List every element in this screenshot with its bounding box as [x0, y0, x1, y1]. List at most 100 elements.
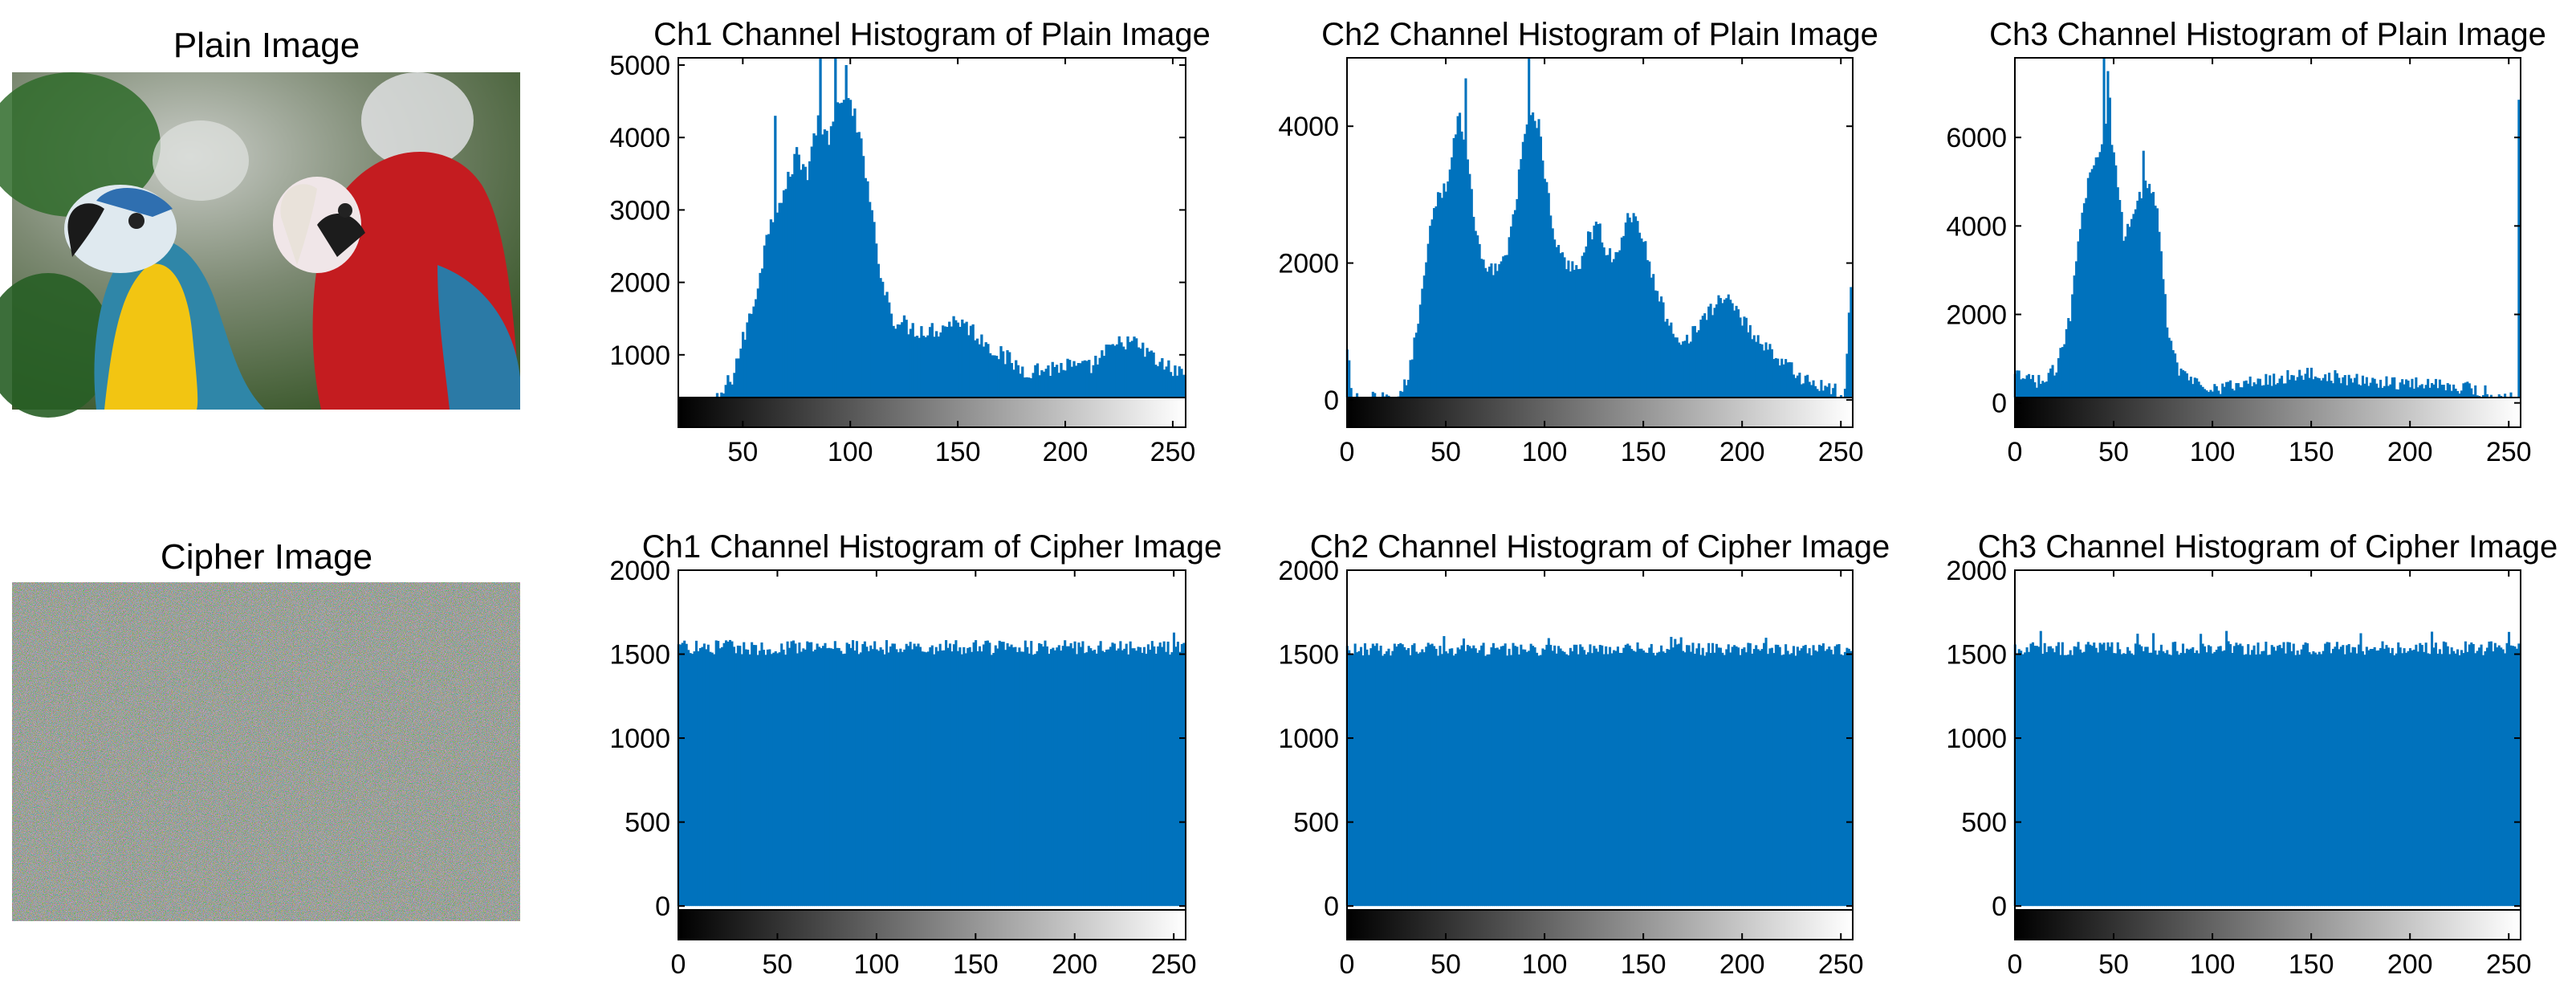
histogram-bar: [739, 349, 743, 398]
histogram-bar: [1798, 373, 1801, 398]
histogram-bar: [1525, 651, 1528, 907]
histogram-bar: [1487, 654, 1491, 907]
histogram-bar: [1152, 352, 1155, 398]
histogram-bar: [1571, 651, 1574, 907]
histogram-bar: [1014, 646, 1017, 907]
grayscale-colorbar: [1347, 398, 1853, 427]
histogram-bar: [2423, 388, 2426, 398]
histogram-bar: [2021, 654, 2025, 907]
histogram-bar: [2227, 381, 2230, 398]
histogram-bar: [1575, 265, 1578, 398]
histogram-bar: [2132, 214, 2135, 398]
histogram-bar: [1121, 650, 1124, 907]
histogram-bar: [2231, 652, 2234, 907]
histogram-bar: [2167, 654, 2171, 907]
histogram-bar: [1812, 645, 1815, 907]
histogram-bar: [1436, 655, 1440, 907]
histogram-bar: [1559, 253, 1562, 398]
histogram-bar: [1363, 643, 1366, 907]
histogram-bar: [1577, 654, 1580, 907]
histogram-bar: [755, 299, 758, 398]
histogram-bar: [2497, 645, 2501, 907]
histogram-bar: [1840, 654, 1843, 907]
histogram-bar: [946, 327, 949, 398]
histogram-bar: [2434, 642, 2438, 907]
histogram-bar: [2086, 177, 2090, 398]
histogram-bar: [1820, 646, 1823, 907]
histogram-bar: [2225, 381, 2228, 398]
histogram-bar: [1800, 648, 1803, 907]
histogram-bar: [806, 641, 809, 907]
histogram-bar: [1796, 646, 1799, 907]
histogram-bar: [2371, 649, 2375, 907]
histogram-bar: [1107, 345, 1110, 398]
histogram-bar: [2085, 198, 2088, 398]
histogram-bar: [1094, 355, 1097, 398]
histogram-bar: [2517, 100, 2521, 398]
histogram-bar: [1723, 655, 1726, 907]
histogram-bar: [2328, 373, 2331, 398]
histogram-bar: [1689, 651, 1693, 907]
histogram-bar: [1828, 383, 1831, 398]
histogram-bar: [1131, 648, 1134, 907]
histogram-bar: [2375, 651, 2379, 907]
histogram-bar: [1806, 374, 1809, 398]
y-tick-label: 0: [1992, 389, 2007, 419]
histogram-bar: [726, 641, 730, 907]
histogram-bar: [1521, 649, 1524, 907]
histogram-bar: [1096, 364, 1100, 398]
histogram-bar: [2089, 172, 2092, 398]
histogram-bar: [2071, 294, 2074, 398]
histogram-bar: [2082, 203, 2086, 398]
histogram-bar: [1721, 652, 1724, 907]
histogram-bar: [1156, 365, 1160, 398]
histogram-bar: [2373, 646, 2376, 907]
histogram-bar: [2302, 379, 2305, 398]
histogram-bar: [2209, 646, 2212, 907]
histogram-bar: [2057, 642, 2060, 907]
histogram-bar: [2472, 394, 2475, 398]
histogram-bar: [1085, 652, 1089, 907]
histogram-bar: [2373, 378, 2376, 398]
histogram-bar: [1832, 654, 1835, 907]
histogram-bar: [1117, 648, 1120, 907]
histogram-bar: [933, 654, 936, 907]
histogram-bar: [853, 108, 857, 398]
histogram-bar: [834, 58, 837, 398]
histogram-bar: [845, 642, 848, 907]
histogram-bar: [2035, 387, 2038, 398]
histogram-bar: [2312, 651, 2315, 907]
histogram-bar: [2391, 647, 2394, 907]
x-tick-label: 50: [727, 437, 758, 467]
histogram-bar: [1075, 654, 1079, 907]
histogram-bar: [1119, 641, 1122, 907]
y-tick-label: 3000: [609, 195, 670, 226]
histogram-bar: [1452, 137, 1455, 398]
histogram-bar: [899, 648, 902, 907]
histogram-bar: [2266, 655, 2269, 907]
histogram-bar: [1565, 654, 1568, 907]
histogram-bar: [2452, 384, 2456, 398]
histogram-bar: [2073, 275, 2076, 398]
histogram-bar: [1840, 394, 1843, 398]
histogram-bar: [1638, 648, 1642, 907]
histogram-bar: [958, 326, 962, 398]
histogram-bar: [2367, 385, 2370, 398]
histogram-bar: [911, 649, 914, 907]
histogram-bar: [1369, 648, 1373, 907]
histogram-bar: [863, 641, 866, 907]
histogram-bar: [1429, 644, 1432, 907]
histogram-bar: [778, 652, 781, 907]
histogram-bar: [1663, 652, 1667, 907]
histogram-bar: [1609, 248, 1612, 398]
histogram-bar: [1776, 358, 1780, 398]
histogram-bar: [896, 324, 900, 398]
histogram-bar: [1010, 644, 1013, 907]
histogram-bar: [976, 651, 979, 907]
histogram-bar: [2270, 385, 2273, 398]
histogram-bar: [913, 643, 916, 907]
plain-image-parrots: [0, 72, 520, 418]
histogram-bar: [825, 648, 828, 907]
histogram-bar: [1021, 366, 1024, 398]
histogram-bar: [873, 641, 877, 907]
